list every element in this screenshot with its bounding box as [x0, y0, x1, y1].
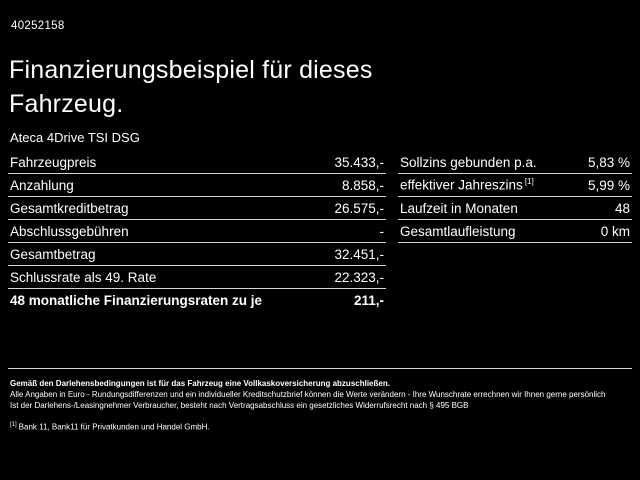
table-row-schlussrate: Schlussrate als 49. Rate 22.323,-	[8, 266, 386, 289]
footnote-ref: [1]	[10, 422, 17, 428]
bank-footnote-text: Bank 11, Bank11 für Privatkunden und Han…	[18, 422, 210, 432]
disclaimer-line-2: Ist der Darlehens-/Leasingnehmer Verbrau…	[10, 401, 469, 410]
row-value: 26.575,-	[334, 200, 384, 216]
page-title: Finanzierungsbeispiel für dieses Fahrzeu…	[9, 53, 373, 121]
row-label: Gesamtkreditbetrag	[10, 200, 129, 216]
page-title-line-2: Fahrzeug.	[9, 90, 124, 118]
table-row-monatsrate: 48 monatliche Finanzierungsraten zu je 2…	[8, 289, 386, 312]
footer-divider	[8, 368, 632, 369]
table-row-anzahlung: Anzahlung 8.858,-	[8, 174, 386, 197]
row-label: effektiver Jahreszins [1]	[398, 177, 534, 193]
table-row-fahrzeugpreis: Fahrzeugpreis 35.433,-	[8, 151, 386, 174]
table-row-laufzeit: Laufzeit in Monaten 48	[398, 197, 632, 220]
bank-footnote: [1] Bank 11, Bank11 für Privatkunden und …	[10, 420, 634, 433]
row-label: Anzahlung	[10, 177, 74, 193]
table-row-gesamtlaufleistung: Gesamtlaufleistung 0 km	[398, 220, 632, 243]
row-label: Schlussrate als 49. Rate	[10, 269, 157, 285]
row-label: 48 monatliche Finanzierungsraten zu je	[10, 293, 263, 308]
table-row-gesamtkreditbetrag: Gesamtkreditbetrag 26.575,-	[8, 197, 386, 220]
row-value: 35.433,-	[334, 154, 384, 170]
row-value: 5,99 %	[587, 177, 630, 193]
row-value: -	[379, 223, 385, 239]
row-value: 32.451,-	[334, 246, 384, 262]
row-label: Laufzeit in Monaten	[400, 200, 518, 216]
vehicle-id: 40252158	[11, 20, 65, 32]
row-label: Fahrzeugpreis	[10, 154, 97, 170]
row-value: 211,-	[353, 293, 384, 308]
row-label: Sollzins gebunden p.a.	[400, 154, 537, 170]
insurance-note: Gemäß den Darlehensbedingungen ist für d…	[10, 379, 390, 388]
row-value: 22.323,-	[334, 269, 384, 285]
table-row-gesamtbetrag: Gesamtbetrag 32.451,-	[8, 243, 386, 266]
table-row-sollzins: Sollzins gebunden p.a. 5,83 %	[398, 151, 632, 174]
financing-table-right: Sollzins gebunden p.a. 5,83 % effektiver…	[398, 151, 632, 243]
page-title-line-1: Finanzierungsbeispiel für dieses	[9, 56, 373, 84]
table-row-abschlussgebuehren: Abschlussgebühren -	[8, 220, 386, 243]
row-value: 5,83 %	[587, 154, 630, 170]
row-label: Gesamtbetrag	[10, 246, 96, 262]
financing-table-left: Fahrzeugpreis 35.433,- Anzahlung 8.858,-…	[8, 151, 386, 312]
row-label: Gesamtlaufleistung	[400, 223, 516, 239]
vehicle-name: Ateca 4Drive TSI DSG	[10, 130, 140, 145]
row-value: 0 km	[600, 223, 630, 239]
row-value: 8.858,-	[341, 177, 384, 193]
disclaimer-line-1: Alle Angaben in Euro - Rundungsdifferenz…	[10, 390, 606, 399]
row-value: 48	[614, 200, 630, 216]
row-label: Abschlussgebühren	[10, 223, 129, 239]
footnotes: Gemäß den Darlehensbedingungen ist für d…	[10, 378, 634, 433]
table-row-effektiver-jahreszins: effektiver Jahreszins [1] 5,99 %	[398, 174, 632, 197]
footnote-ref: [1]	[524, 177, 534, 187]
row-label-text: effektiver Jahreszins	[400, 177, 523, 193]
